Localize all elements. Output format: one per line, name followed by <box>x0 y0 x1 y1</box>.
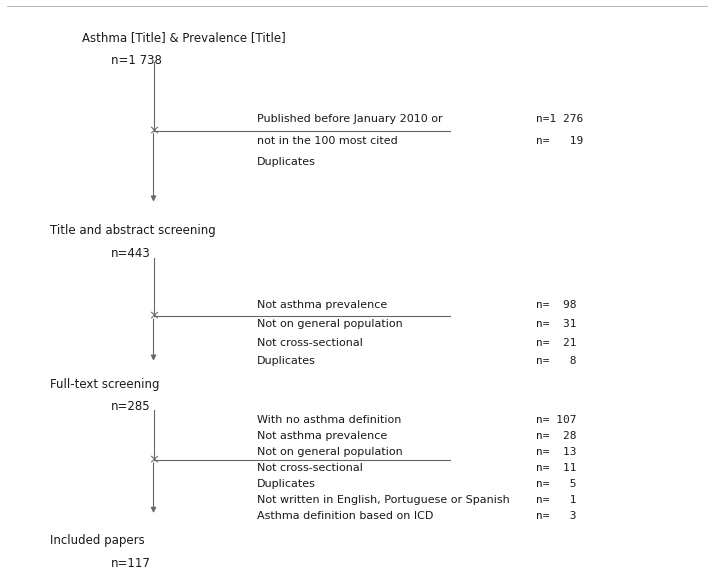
Text: Duplicates: Duplicates <box>257 479 316 489</box>
Text: n=   19: n= 19 <box>536 136 583 146</box>
Text: ×: × <box>148 310 159 323</box>
Text: n=  31: n= 31 <box>536 319 576 329</box>
Text: Duplicates: Duplicates <box>257 157 316 168</box>
Text: Published before January 2010 or: Published before January 2010 or <box>257 114 443 124</box>
Text: n=  21: n= 21 <box>536 337 576 348</box>
Text: n=   5: n= 5 <box>536 479 576 489</box>
Text: Not on general population: Not on general population <box>257 447 403 457</box>
Text: Full-text screening: Full-text screening <box>50 378 159 391</box>
Text: Not on general population: Not on general population <box>257 319 403 329</box>
Text: Included papers: Included papers <box>50 534 145 547</box>
Text: Not cross-sectional: Not cross-sectional <box>257 337 363 348</box>
Text: Duplicates: Duplicates <box>257 356 316 366</box>
Text: n= 107: n= 107 <box>536 415 576 425</box>
Text: n=117: n=117 <box>111 557 151 568</box>
Text: n=1 738: n=1 738 <box>111 54 161 67</box>
Text: n=  13: n= 13 <box>536 447 576 457</box>
Text: Title and abstract screening: Title and abstract screening <box>50 224 216 237</box>
Text: Asthma definition based on ICD: Asthma definition based on ICD <box>257 511 433 521</box>
Text: n=443: n=443 <box>111 247 151 260</box>
Text: n=   1: n= 1 <box>536 495 576 505</box>
Text: n=  11: n= 11 <box>536 463 576 473</box>
Text: Asthma [Title] & Prevalence [Title]: Asthma [Title] & Prevalence [Title] <box>82 31 286 44</box>
Text: ×: × <box>148 454 159 466</box>
Text: n=   8: n= 8 <box>536 356 576 366</box>
Text: Not written in English, Portuguese or Spanish: Not written in English, Portuguese or Sp… <box>257 495 510 505</box>
Text: n=1 276: n=1 276 <box>536 114 583 124</box>
Text: With no asthma definition: With no asthma definition <box>257 415 401 425</box>
Text: Not cross-sectional: Not cross-sectional <box>257 463 363 473</box>
Text: n=  98: n= 98 <box>536 300 576 310</box>
Text: not in the 100 most cited: not in the 100 most cited <box>257 136 398 146</box>
Text: Not asthma prevalence: Not asthma prevalence <box>257 300 387 310</box>
Text: Not asthma prevalence: Not asthma prevalence <box>257 431 387 441</box>
Text: n=   3: n= 3 <box>536 511 576 521</box>
Text: ×: × <box>148 124 159 137</box>
Text: n=285: n=285 <box>111 400 150 414</box>
Text: n=  28: n= 28 <box>536 431 576 441</box>
